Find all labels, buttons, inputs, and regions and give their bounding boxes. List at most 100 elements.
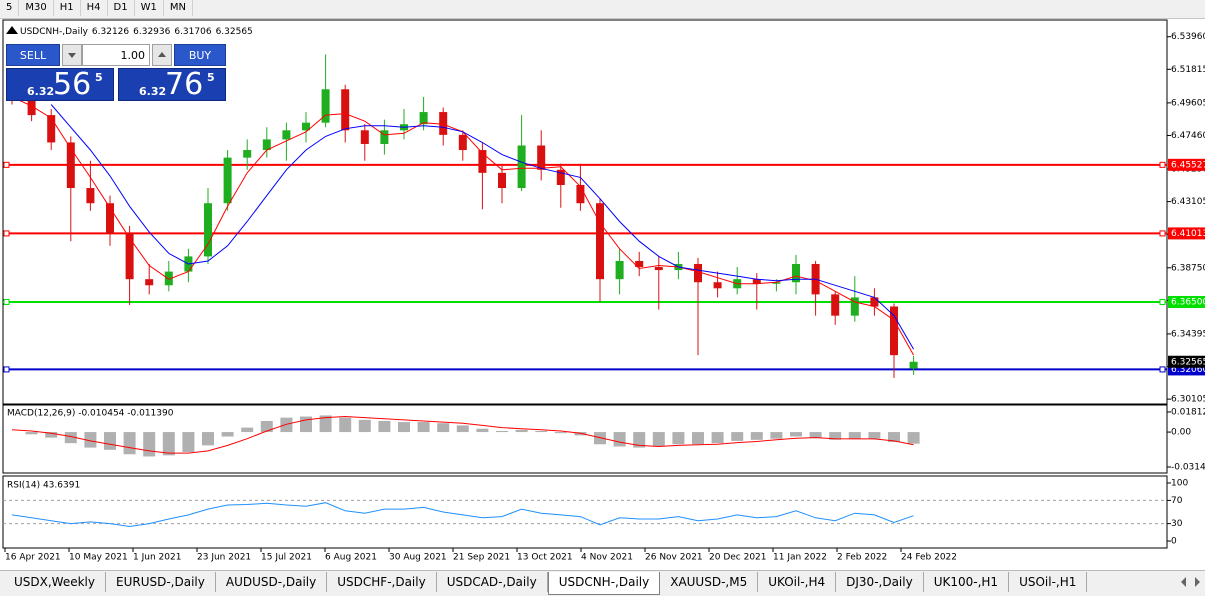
chart-tab[interactable]: UK100-,H1 xyxy=(924,572,1010,592)
ask-big-figure: 6.32 xyxy=(139,85,167,98)
timeframe-button[interactable]: H4 xyxy=(81,0,108,16)
macd-bar xyxy=(378,420,391,433)
macd-bar xyxy=(633,432,646,448)
macd-bar xyxy=(300,416,312,433)
chart-tab[interactable]: USDCAD-,Daily xyxy=(437,572,548,592)
macd-bar xyxy=(182,432,195,453)
macd-bar xyxy=(456,425,469,433)
bid-big-figure: 6.32 xyxy=(27,85,55,98)
chart-tab[interactable]: EURUSD-,Daily xyxy=(106,572,216,592)
scroll-left[interactable] xyxy=(1181,577,1186,587)
y-tick-label: 6.30105 xyxy=(1171,395,1205,405)
chart-tab[interactable]: USDX,Weekly xyxy=(4,572,106,592)
chart-tab[interactable]: AUDUSD-,Daily xyxy=(216,572,328,592)
macd-bar xyxy=(535,430,548,433)
candle-body xyxy=(713,282,722,289)
lots-input[interactable]: 1.00 xyxy=(82,44,150,66)
candle-body xyxy=(321,89,330,123)
macd-bar xyxy=(515,429,528,433)
macd-bar xyxy=(358,419,371,433)
level-handle xyxy=(1159,230,1166,237)
macd-bar xyxy=(476,428,489,433)
sell-button[interactable]: SELL xyxy=(6,44,60,66)
arrow xyxy=(158,52,166,57)
candle-body xyxy=(792,263,800,283)
candle-body xyxy=(145,279,154,286)
chart-tab[interactable]: DJ30-,Daily xyxy=(836,572,924,592)
macd-bar xyxy=(260,420,273,433)
macd-bar xyxy=(280,417,293,433)
macd-bar xyxy=(711,432,724,444)
timeframe-button[interactable]: H1 xyxy=(54,0,81,16)
macd-bar xyxy=(221,432,234,437)
scroll-right[interactable] xyxy=(1195,577,1200,587)
macd-bar xyxy=(574,432,587,436)
rsi-panel xyxy=(2,475,1168,549)
tab-scroll[interactable] xyxy=(1178,574,1204,590)
candle-body xyxy=(125,233,134,280)
timeframe-button[interactable]: W1 xyxy=(135,0,164,16)
chart-tab[interactable]: UKOil-,H4 xyxy=(758,572,837,592)
y-tick-label: 6.49605 xyxy=(1171,98,1205,108)
candle-body xyxy=(850,297,859,316)
level-handle xyxy=(3,230,10,237)
macd-bar xyxy=(829,432,842,440)
macd-bar xyxy=(162,432,175,456)
y-tick-label: 100 xyxy=(1171,478,1188,488)
level-label-box xyxy=(1168,227,1205,240)
close: 6.32565 xyxy=(216,27,253,37)
high: 6.32936 xyxy=(133,27,170,37)
macd-bar xyxy=(104,432,116,450)
timeframe-button[interactable]: MN xyxy=(164,0,193,16)
low: 6.31706 xyxy=(174,27,211,37)
timeframe-button[interactable]: 5 xyxy=(0,0,20,16)
macd-bar xyxy=(594,432,606,445)
rsi-line xyxy=(11,502,914,528)
chart-tab[interactable]: XAUUSD-,M5 xyxy=(660,572,759,592)
moving-average xyxy=(50,104,915,350)
macd-bar xyxy=(143,432,156,457)
lots-down[interactable] xyxy=(62,44,82,66)
x-tick-label: 2 Feb 2022 xyxy=(837,553,887,563)
candle-body xyxy=(752,279,761,284)
candle-body xyxy=(635,260,644,268)
current-price-label: 6.32565 xyxy=(1171,357,1205,367)
chart-tab[interactable]: USDCHF-,Daily xyxy=(327,572,437,592)
y-tick-label: -0.03149 xyxy=(1171,462,1205,472)
chart-header: USDCNH-,Daily 6.32126 6.32936 6.31706 6.3256… xyxy=(20,27,253,37)
y-tick-label: 6.51815 xyxy=(1171,65,1205,75)
open: 6.32126 xyxy=(92,27,129,37)
candle-body xyxy=(106,203,114,234)
macd-bar xyxy=(84,432,97,448)
level-handle xyxy=(3,161,10,168)
level-handle xyxy=(3,298,10,305)
buy-button[interactable]: BUY xyxy=(174,44,226,66)
candle-body xyxy=(262,139,271,151)
x-tick-label: 30 Aug 2021 xyxy=(389,553,447,563)
ask-price[interactable]: 6.32 76 5 xyxy=(118,67,226,102)
candle-body xyxy=(47,115,56,143)
candle-body xyxy=(302,122,310,131)
candle-body xyxy=(164,271,173,286)
candle-body xyxy=(223,157,232,204)
macd-bar xyxy=(202,432,214,446)
macd-bar xyxy=(652,432,665,447)
chart-tab[interactable]: USDCNH-,Daily xyxy=(547,572,661,595)
bid-price[interactable]: 6.32 56 5 xyxy=(6,67,114,102)
candle-body xyxy=(537,145,546,170)
symbol: USDCNH-,Daily xyxy=(20,27,89,37)
level-handle xyxy=(3,366,10,373)
candle-body xyxy=(831,294,840,316)
chart-tab[interactable]: USOil-,H1 xyxy=(1009,572,1088,592)
x-tick-label: 4 Nov 2021 xyxy=(581,553,633,563)
candle-body xyxy=(419,112,428,125)
lots-up[interactable] xyxy=(152,44,172,66)
trade-panel: SELL 1.00 BUY 6.32 56 5 6.32 76 5 xyxy=(6,44,226,102)
candle-body xyxy=(66,142,75,189)
macd-bar xyxy=(613,432,626,447)
level-label: 6.32060 xyxy=(1171,365,1205,375)
timeframe-button[interactable]: D1 xyxy=(108,0,135,16)
x-tick-label: 23 Jun 2021 xyxy=(197,553,251,563)
x-tick-label: 21 Sep 2021 xyxy=(453,553,510,563)
timeframe-button[interactable]: M30 xyxy=(19,0,54,16)
